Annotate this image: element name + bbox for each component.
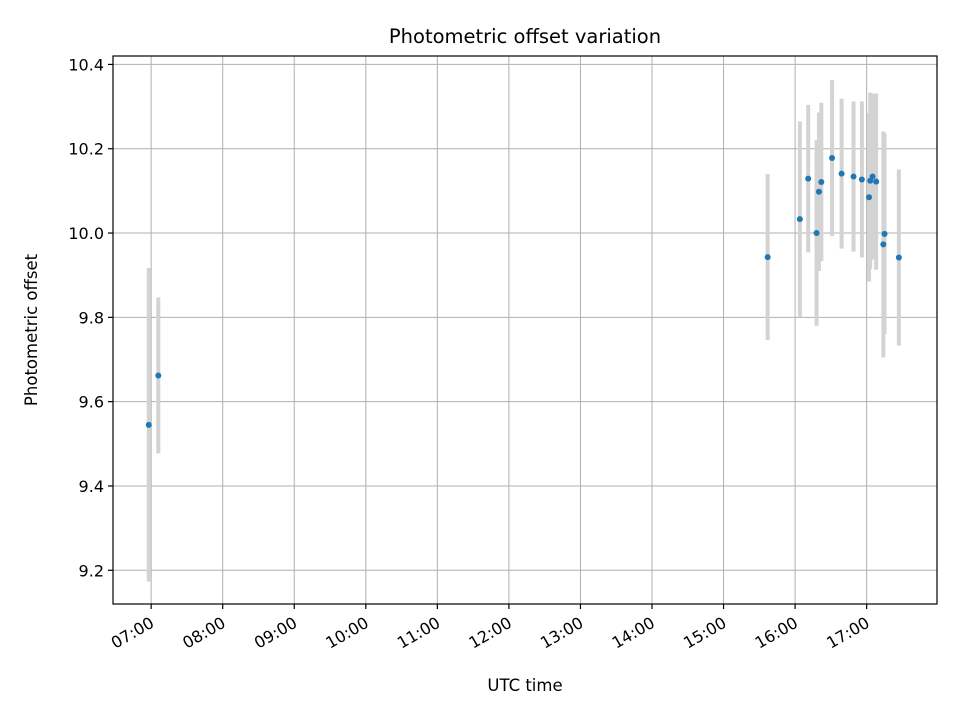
y-tick-label: 9.6: [79, 393, 104, 412]
data-point: [858, 176, 865, 183]
data-point: [764, 254, 771, 261]
data-point: [818, 179, 825, 186]
data-point: [813, 230, 820, 237]
data-point: [881, 230, 888, 237]
data-point: [815, 188, 822, 195]
data-point: [145, 421, 152, 428]
data-point: [805, 175, 812, 182]
x-axis-label: UTC time: [487, 676, 562, 695]
y-tick-label: 9.2: [79, 561, 104, 580]
y-tick-label: 10.0: [68, 224, 104, 243]
data-point: [829, 155, 836, 162]
y-tick-label: 10.4: [68, 55, 104, 74]
y-axis-label: Photometric offset: [22, 253, 41, 406]
chart-title: Photometric offset variation: [389, 25, 661, 48]
data-point: [869, 173, 876, 180]
y-tick-label: 10.2: [68, 140, 104, 159]
data-point: [866, 194, 873, 201]
data-point: [880, 241, 887, 248]
data-point: [796, 216, 803, 223]
data-point: [895, 254, 902, 261]
data-point: [850, 173, 857, 180]
grid: [113, 56, 937, 604]
y-axis-ticks: 9.2 9.4 9.6 9.8 10.0 10.2 10.4: [68, 55, 113, 580]
data-points: [145, 155, 902, 428]
data-point: [155, 372, 162, 379]
plot-frame: [112, 55, 938, 605]
data-point: [873, 178, 880, 185]
y-tick-label: 9.4: [79, 477, 104, 496]
data-point: [838, 170, 845, 177]
y-tick-label: 9.8: [79, 308, 104, 327]
